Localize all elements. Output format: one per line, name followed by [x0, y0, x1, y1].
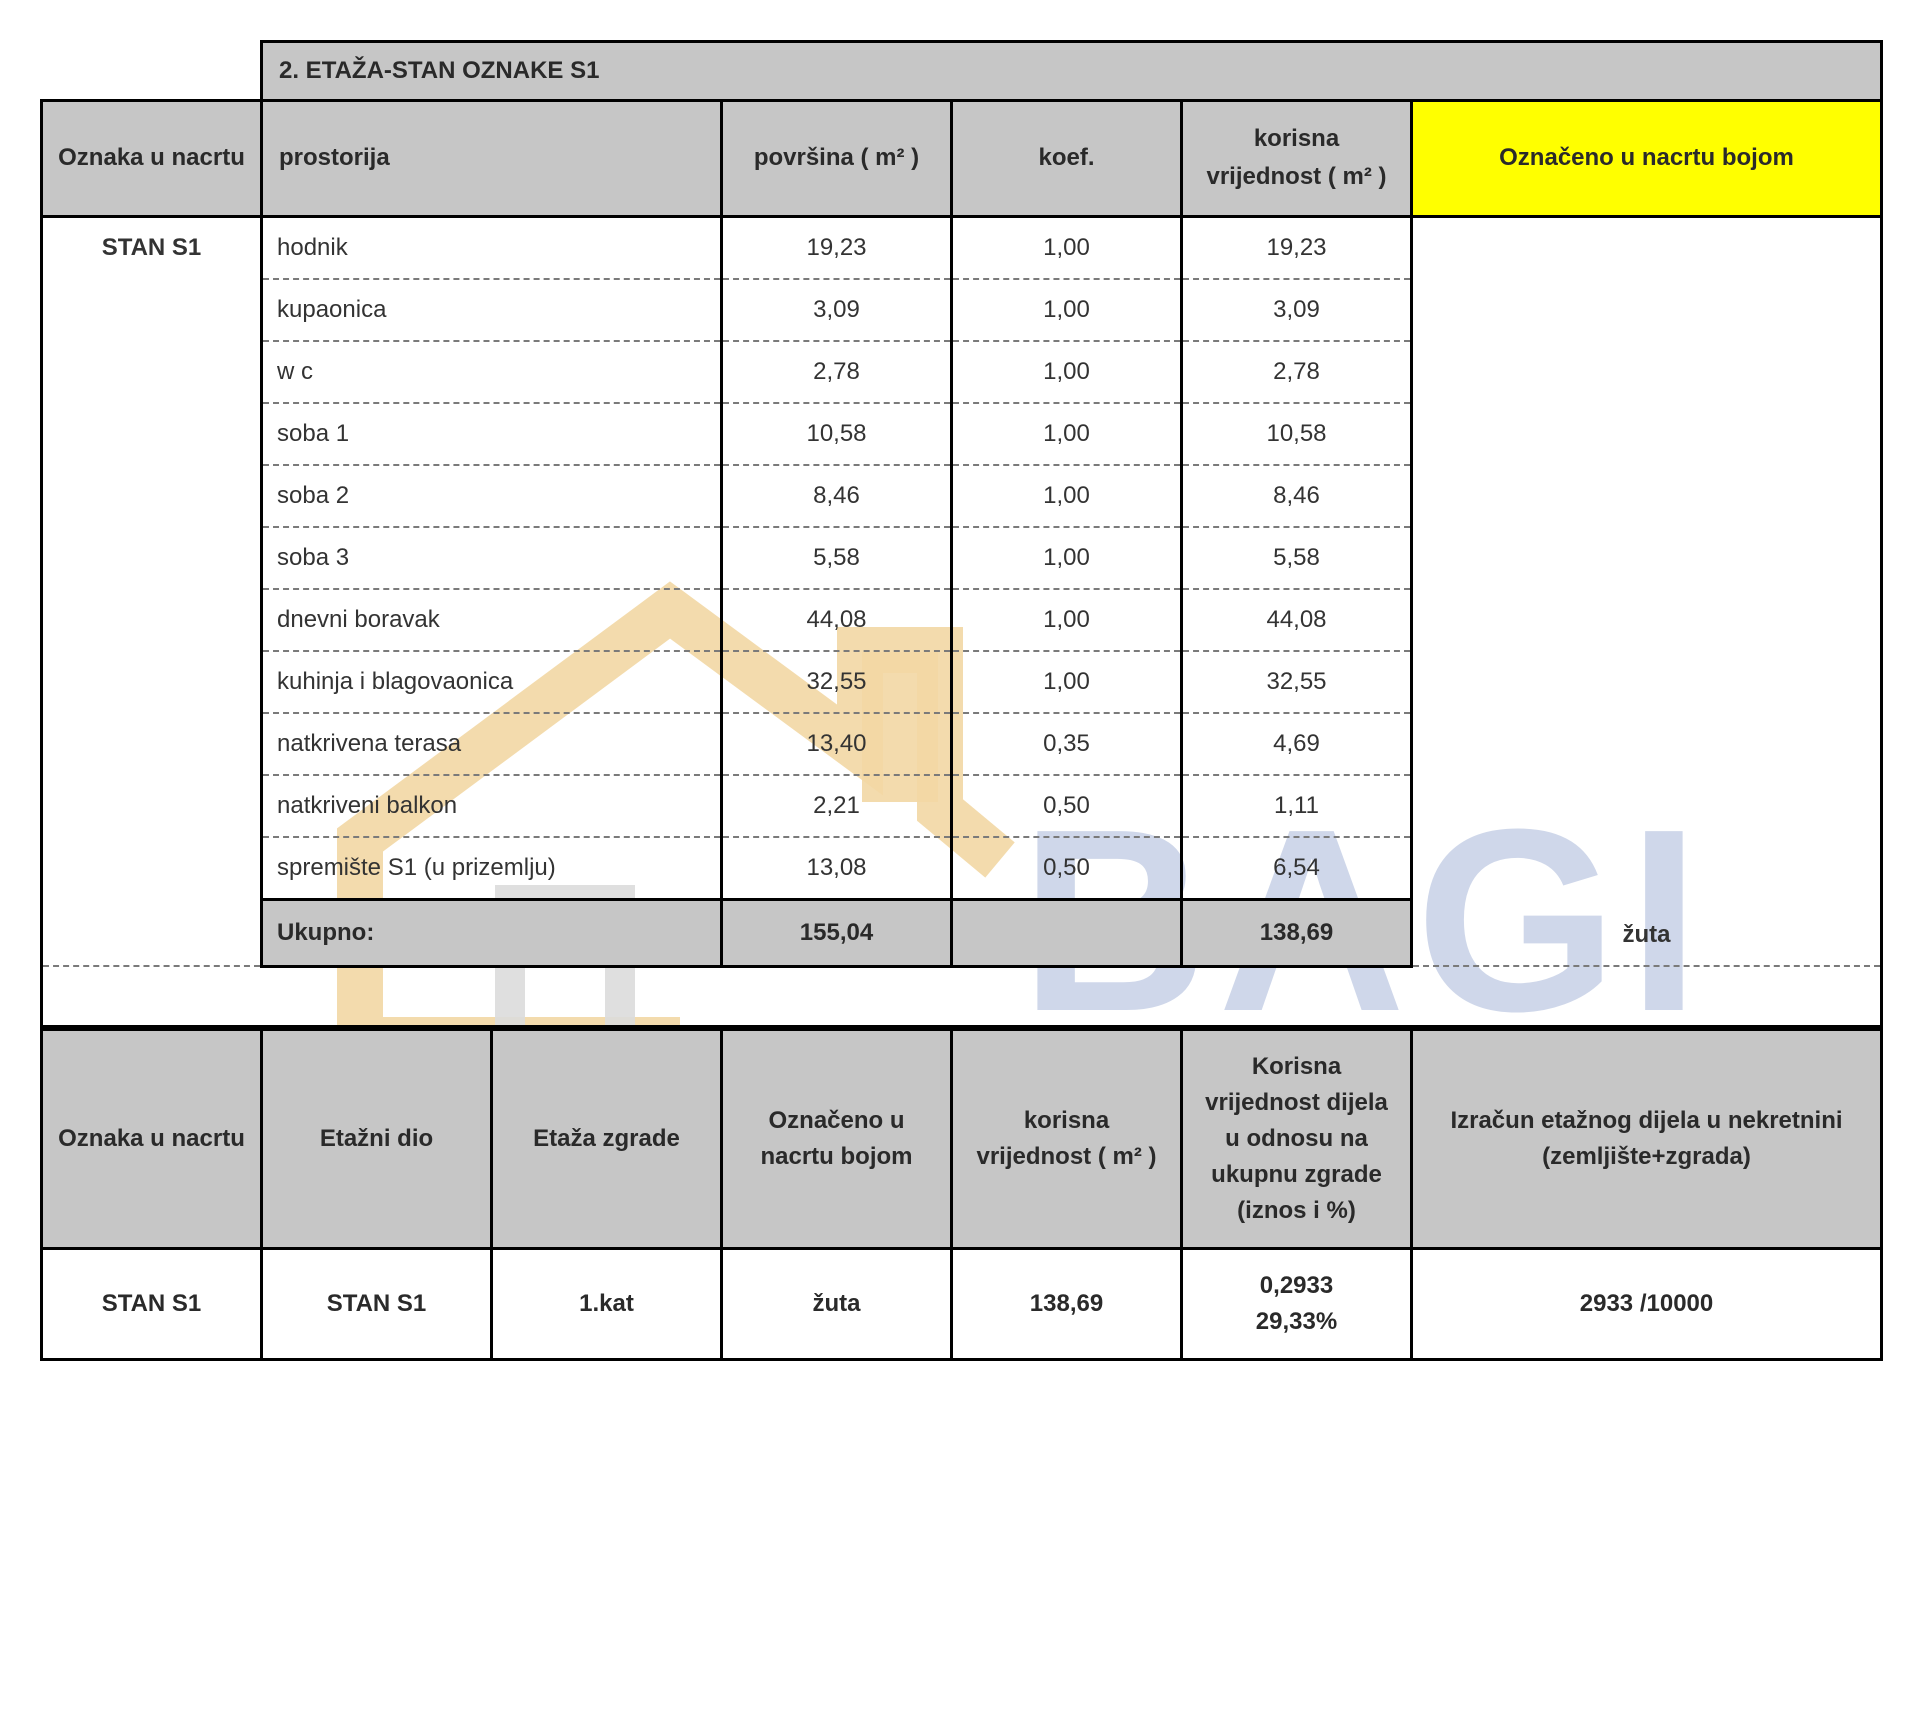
- sum-col-colour: Označeno u nacrtu bojom: [722, 1029, 952, 1248]
- sum-col-unit: Oznaka u nacrtu: [42, 1029, 262, 1248]
- total-useful: 138,69: [1182, 899, 1412, 966]
- col-coef: koef.: [952, 101, 1182, 217]
- sum-unit: STAN S1: [42, 1248, 262, 1359]
- room-name: hodnik: [262, 216, 722, 279]
- room-coef: 0,35: [952, 713, 1182, 775]
- table-gap: [42, 966, 1882, 1026]
- section-title: 2. ETAŽA-STAN OZNAKE S1: [262, 42, 1882, 101]
- rooms-table-header: Oznaka u nacrtu prostorija površina ( m²…: [42, 101, 1882, 217]
- summary-table: Oznaka u nacrtu Etažni dio Etaža zgrade …: [40, 1028, 1883, 1361]
- sum-colour: žuta: [722, 1248, 952, 1359]
- room-name: soba 2: [262, 465, 722, 527]
- sum-col-floor: Etaža zgrade: [492, 1029, 722, 1248]
- room-coef: 1,00: [952, 341, 1182, 403]
- room-area: 10,58: [722, 403, 952, 465]
- room-name: dnevni boravak: [262, 589, 722, 651]
- room-useful: 10,58: [1182, 403, 1412, 465]
- room-area: 2,78: [722, 341, 952, 403]
- rooms-table: 2. ETAŽA-STAN OZNAKE S1 Oznaka u nacrtu …: [40, 40, 1883, 1028]
- room-name: kupaonica: [262, 279, 722, 341]
- table-row: STAN S1hodnik19,231,0019,23žuta: [42, 216, 1882, 279]
- col-unit: Oznaka u nacrtu: [42, 101, 262, 217]
- room-useful: 3,09: [1182, 279, 1412, 341]
- room-coef: 1,00: [952, 527, 1182, 589]
- room-name: spremište S1 (u prizemlju): [262, 837, 722, 900]
- sum-col-useful: korisna vrijednost ( m² ): [952, 1029, 1182, 1248]
- sum-col-calc: Izračun etažnog dijela u nekretnini (zem…: [1412, 1029, 1882, 1248]
- unit-label: STAN S1: [42, 216, 262, 966]
- room-area: 8,46: [722, 465, 952, 527]
- sum-share-value: 0,2933: [1195, 1268, 1398, 1304]
- room-useful: 44,08: [1182, 589, 1412, 651]
- room-area: 32,55: [722, 651, 952, 713]
- room-name: natkriveni balkon: [262, 775, 722, 837]
- room-name: natkrivena terasa: [262, 713, 722, 775]
- room-useful: 6,54: [1182, 837, 1412, 900]
- room-name: soba 3: [262, 527, 722, 589]
- col-colour: Označeno u nacrtu bojom: [1412, 101, 1882, 217]
- room-area: 44,08: [722, 589, 952, 651]
- col-area: površina ( m² ): [722, 101, 952, 217]
- room-useful: 5,58: [1182, 527, 1412, 589]
- room-coef: 1,00: [952, 216, 1182, 279]
- section-title-row: 2. ETAŽA-STAN OZNAKE S1: [42, 42, 1882, 101]
- sum-col-part: Etažni dio: [262, 1029, 492, 1248]
- summary-row: STAN S1 STAN S1 1.kat žuta 138,69 0,2933…: [42, 1248, 1882, 1359]
- room-area: 13,40: [722, 713, 952, 775]
- document-page: BAGI IMMOBILIEN 2. ETAŽA-STAN OZNAKE S1 …: [40, 40, 1880, 1361]
- room-coef: 1,00: [952, 589, 1182, 651]
- room-coef: 1,00: [952, 465, 1182, 527]
- room-name: kuhinja i blagovaonica: [262, 651, 722, 713]
- sum-useful: 138,69: [952, 1248, 1182, 1359]
- sum-floor: 1.kat: [492, 1248, 722, 1359]
- room-useful: 32,55: [1182, 651, 1412, 713]
- room-coef: 0,50: [952, 775, 1182, 837]
- room-coef: 0,50: [952, 837, 1182, 900]
- room-area: 13,08: [722, 837, 952, 900]
- room-area: 2,21: [722, 775, 952, 837]
- room-useful: 2,78: [1182, 341, 1412, 403]
- room-area: 3,09: [722, 279, 952, 341]
- room-useful: 19,23: [1182, 216, 1412, 279]
- sum-calc: 2933 /10000: [1412, 1248, 1882, 1359]
- room-area: 19,23: [722, 216, 952, 279]
- room-name: soba 1: [262, 403, 722, 465]
- room-coef: 1,00: [952, 279, 1182, 341]
- col-room: prostorija: [262, 101, 722, 217]
- col-useful: korisna vrijednost ( m² ): [1182, 101, 1412, 217]
- room-area: 5,58: [722, 527, 952, 589]
- room-coef: 1,00: [952, 403, 1182, 465]
- total-coef: [952, 899, 1182, 966]
- room-useful: 4,69: [1182, 713, 1412, 775]
- room-name: w c: [262, 341, 722, 403]
- room-coef: 1,00: [952, 651, 1182, 713]
- room-useful: 8,46: [1182, 465, 1412, 527]
- total-label: Ukupno:: [262, 899, 722, 966]
- sum-share-pct: 29,33%: [1195, 1304, 1398, 1340]
- sum-part: STAN S1: [262, 1248, 492, 1359]
- summary-header: Oznaka u nacrtu Etažni dio Etaža zgrade …: [42, 1029, 1882, 1248]
- room-useful: 1,11: [1182, 775, 1412, 837]
- total-area: 155,04: [722, 899, 952, 966]
- colour-label: žuta: [1412, 216, 1882, 966]
- sum-share: 0,2933 29,33%: [1182, 1248, 1412, 1359]
- sum-col-share: Korisna vrijednost dijela u odnosu na uk…: [1182, 1029, 1412, 1248]
